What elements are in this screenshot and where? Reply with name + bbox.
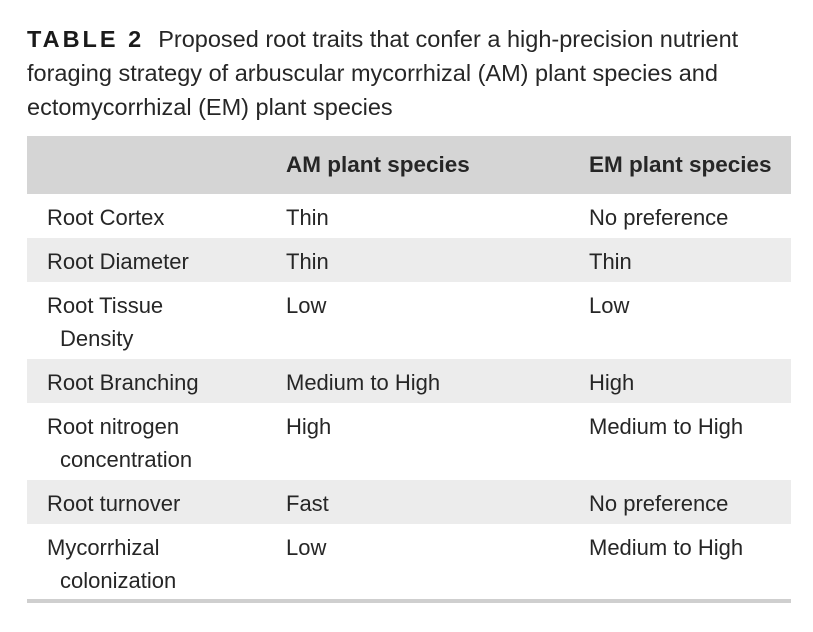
trait-cell: Root Tissue Density <box>27 282 286 359</box>
header-trait <box>27 136 286 194</box>
trait-label: Root nitrogen <box>47 414 180 439</box>
em-value-cell: Medium to High <box>589 414 744 439</box>
trait-cell: Root Diameter <box>27 238 286 282</box>
am-value-cell: High <box>286 414 332 439</box>
header-row: AM plant species EM plant species <box>27 136 791 194</box>
trait-cell: Root Branching <box>27 359 286 403</box>
table-label: TABLE 2 <box>27 26 145 52</box>
em-value-cell: Low <box>589 293 630 318</box>
em-value-cell: Medium to High <box>589 535 744 560</box>
table-row: Root Tissue Density Low Low <box>27 282 791 359</box>
table-row: Root nitrogen concentration High Medium t… <box>27 403 791 480</box>
am-value-cell: Low <box>286 293 327 318</box>
root-traits-table: AM plant species EM plant species Root C… <box>27 136 791 601</box>
am-value-cell: Thin <box>286 249 329 274</box>
em-value-cell: No preference <box>589 491 729 516</box>
table-row: Root Cortex Thin No preference <box>27 194 791 238</box>
trait-cell: Mycorrhizal colonization <box>27 524 286 601</box>
header-am-plant-species: AM plant species <box>286 152 470 177</box>
am-value-cell: Low <box>286 535 327 560</box>
table-header: AM plant species EM plant species <box>27 136 791 194</box>
trait-cell: Root turnover <box>27 480 286 524</box>
trait-label-continued: colonization <box>60 568 177 593</box>
trait-label: Root Cortex <box>47 205 165 230</box>
em-value-cell: Thin <box>589 249 632 274</box>
trait-label: Mycorrhizal <box>47 535 160 560</box>
am-value-cell: Medium to High <box>286 370 441 395</box>
trait-label: Root Tissue <box>47 293 164 318</box>
em-value-cell: High <box>589 370 635 395</box>
trait-label: Root turnover <box>47 491 181 516</box>
trait-cell: Root nitrogen concentration <box>27 403 286 480</box>
trait-label-continued: Density <box>60 326 134 351</box>
table-body: Root Cortex Thin No preference Root Diam… <box>27 194 791 601</box>
am-value-cell: Fast <box>286 491 329 516</box>
trait-label: Root Diameter <box>47 249 189 274</box>
em-value-cell: No preference <box>589 205 729 230</box>
table-row: Root turnover Fast No preference <box>27 480 791 524</box>
trait-cell: Root Cortex <box>27 194 286 238</box>
caption-text: Proposed root traits that confer a high-… <box>27 26 739 120</box>
am-value-cell: Thin <box>286 205 329 230</box>
table-bottom-rule <box>27 599 791 603</box>
table-row: Root Diameter Thin Thin <box>27 238 791 282</box>
table-container: AM plant species EM plant species Root C… <box>27 136 791 601</box>
table-row: Root Branching Medium to High High <box>27 359 791 403</box>
table-caption: TABLE 2 Proposed root traits that confer … <box>27 22 787 124</box>
trait-label-continued: concentration <box>60 447 193 472</box>
trait-label: Root Branching <box>47 370 199 395</box>
header-em-plant-species: EM plant species <box>589 152 772 177</box>
table-row: Mycorrhizal colonization Low Medium to Hi… <box>27 524 791 601</box>
